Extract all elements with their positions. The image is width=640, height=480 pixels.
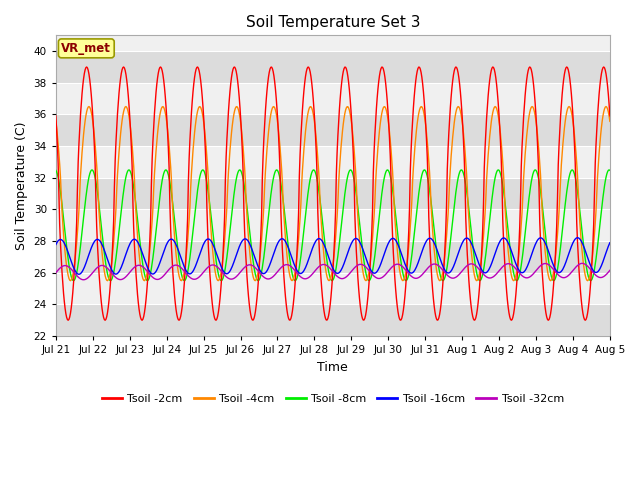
Bar [56,83,610,114]
Bar [56,51,610,83]
Bar [56,114,610,146]
Bar [56,178,610,209]
Text: VR_met: VR_met [61,42,111,55]
Bar [56,273,610,304]
Y-axis label: Soil Temperature (C): Soil Temperature (C) [15,121,28,250]
Bar [56,241,610,273]
Legend: Tsoil -2cm, Tsoil -4cm, Tsoil -8cm, Tsoil -16cm, Tsoil -32cm: Tsoil -2cm, Tsoil -4cm, Tsoil -8cm, Tsoi… [97,390,568,408]
Bar [56,146,610,178]
Bar [56,304,610,336]
X-axis label: Time: Time [317,360,348,373]
Bar [56,209,610,241]
Title: Soil Temperature Set 3: Soil Temperature Set 3 [246,15,420,30]
